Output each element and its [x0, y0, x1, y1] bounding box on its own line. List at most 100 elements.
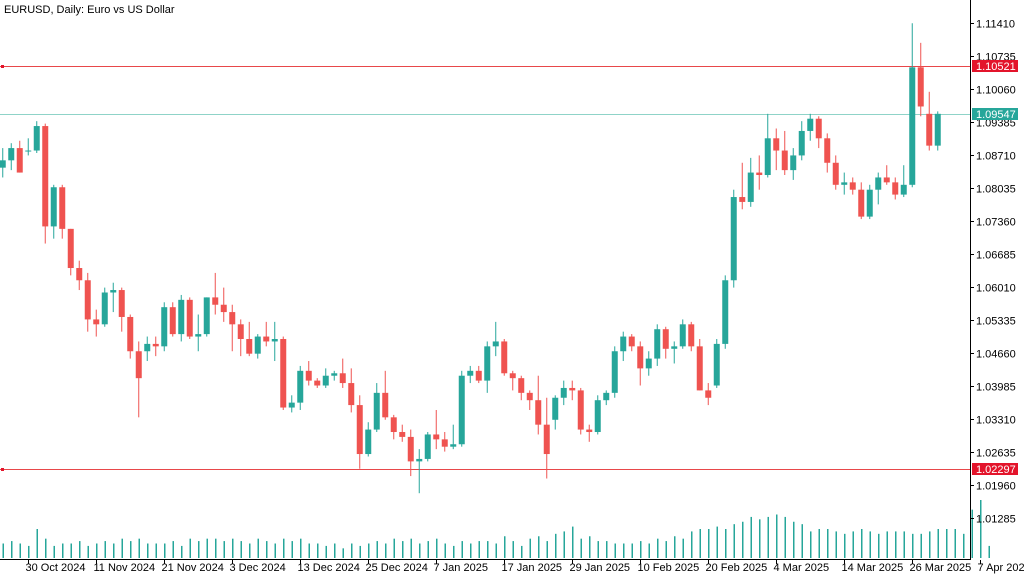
- candle-body: [892, 182, 898, 194]
- price-tick-label: 1.06010: [976, 283, 1016, 295]
- candle-body: [76, 268, 82, 280]
- volume-bar: [955, 529, 957, 558]
- time-tick-label: 14 Mar 2025: [842, 562, 904, 574]
- candle-body: [195, 334, 201, 336]
- candle-body: [663, 329, 669, 349]
- price-tick-label: 1.04660: [976, 349, 1016, 361]
- candle[interactable]: [722, 275, 728, 348]
- candle-body: [59, 187, 65, 229]
- candle[interactable]: [170, 302, 176, 336]
- candle-body: [484, 346, 490, 380]
- volume-bar: [156, 544, 158, 559]
- volume-bar: [598, 541, 600, 558]
- candle-body: [680, 324, 686, 346]
- support-price-label: 1.02297: [976, 464, 1016, 476]
- volume-bar: [836, 531, 838, 558]
- candle-body: [858, 190, 864, 217]
- volume-bar: [802, 524, 804, 558]
- candle-body: [178, 300, 184, 334]
- volume-bar: [258, 539, 260, 558]
- volume-bar: [912, 534, 914, 558]
- candle[interactable]: [867, 185, 873, 219]
- candle[interactable]: [595, 395, 601, 434]
- volume-bar: [547, 541, 549, 558]
- volume-bar: [521, 546, 523, 558]
- volume-bar: [768, 517, 770, 558]
- candle-body: [569, 388, 575, 390]
- candle-body: [493, 341, 499, 346]
- candle[interactable]: [161, 302, 167, 351]
- candle[interactable]: [42, 124, 48, 244]
- candle-body: [161, 307, 167, 346]
- volume-bar: [113, 544, 115, 559]
- time-tick-label: 30 Oct 2024: [26, 562, 86, 574]
- candle[interactable]: [731, 190, 737, 288]
- volume-bar: [130, 541, 132, 558]
- candle[interactable]: [935, 111, 941, 150]
- candle-body: [280, 339, 286, 408]
- candle[interactable]: [612, 346, 618, 397]
- candle-body: [8, 148, 14, 160]
- candle-body: [935, 114, 941, 146]
- candle-body: [34, 126, 40, 150]
- time-tick-label: 13 Dec 2024: [298, 562, 360, 574]
- volume-bar: [37, 529, 39, 558]
- candle-body: [212, 297, 218, 304]
- volume-bar: [878, 534, 880, 558]
- candle-body: [102, 292, 108, 324]
- candle-body: [654, 329, 660, 358]
- candle-body: [722, 280, 728, 344]
- volume-bar: [844, 534, 846, 558]
- price-tick-label: 1.08035: [976, 184, 1016, 196]
- volume-bar: [870, 531, 872, 558]
- candle[interactable]: [425, 432, 431, 461]
- candle[interactable]: [697, 339, 703, 390]
- volume-bar: [572, 527, 574, 558]
- volume-bar: [938, 529, 940, 558]
- volume-bar: [759, 519, 761, 558]
- candle-body: [340, 373, 346, 383]
- candle[interactable]: [714, 339, 720, 388]
- candle-body: [153, 344, 159, 346]
- candle[interactable]: [501, 339, 507, 376]
- support-handle[interactable]: [1, 468, 4, 471]
- candle-body: [238, 324, 244, 339]
- volume-bar: [861, 529, 863, 558]
- candle-body: [204, 297, 210, 334]
- time-tick-label: 26 Mar 2025: [910, 562, 972, 574]
- volume-bar: [632, 544, 634, 559]
- candle[interactable]: [187, 297, 193, 339]
- candle-body: [620, 337, 626, 352]
- volume-bar: [411, 539, 413, 558]
- volume-bar: [538, 536, 540, 558]
- volume-bar: [725, 529, 727, 558]
- candle-body: [272, 339, 278, 341]
- volume-bar: [326, 546, 328, 558]
- candle[interactable]: [204, 297, 210, 336]
- candle-body: [331, 373, 337, 375]
- volume-bar: [360, 546, 362, 558]
- candle[interactable]: [459, 371, 465, 447]
- candle-body: [603, 393, 609, 400]
- candle-body: [782, 151, 788, 171]
- candle-body: [314, 381, 320, 386]
- time-tick-label: 7 Jan 2025: [434, 562, 488, 574]
- candle[interactable]: [578, 388, 584, 435]
- candle-body: [93, 319, 99, 324]
- resistance-handle[interactable]: [1, 65, 4, 68]
- candle-body: [246, 339, 252, 354]
- volume-bar: [589, 536, 591, 558]
- candle-body: [382, 393, 388, 417]
- volume-bar: [751, 517, 753, 558]
- volume-bar: [691, 531, 693, 558]
- price-tick-label: 1.01960: [976, 481, 1016, 493]
- candle-body: [110, 290, 116, 292]
- volume-bar: [929, 531, 931, 558]
- candle-body: [841, 182, 847, 184]
- candle-body: [263, 337, 269, 342]
- candle[interactable]: [102, 288, 108, 327]
- candle[interactable]: [280, 337, 286, 410]
